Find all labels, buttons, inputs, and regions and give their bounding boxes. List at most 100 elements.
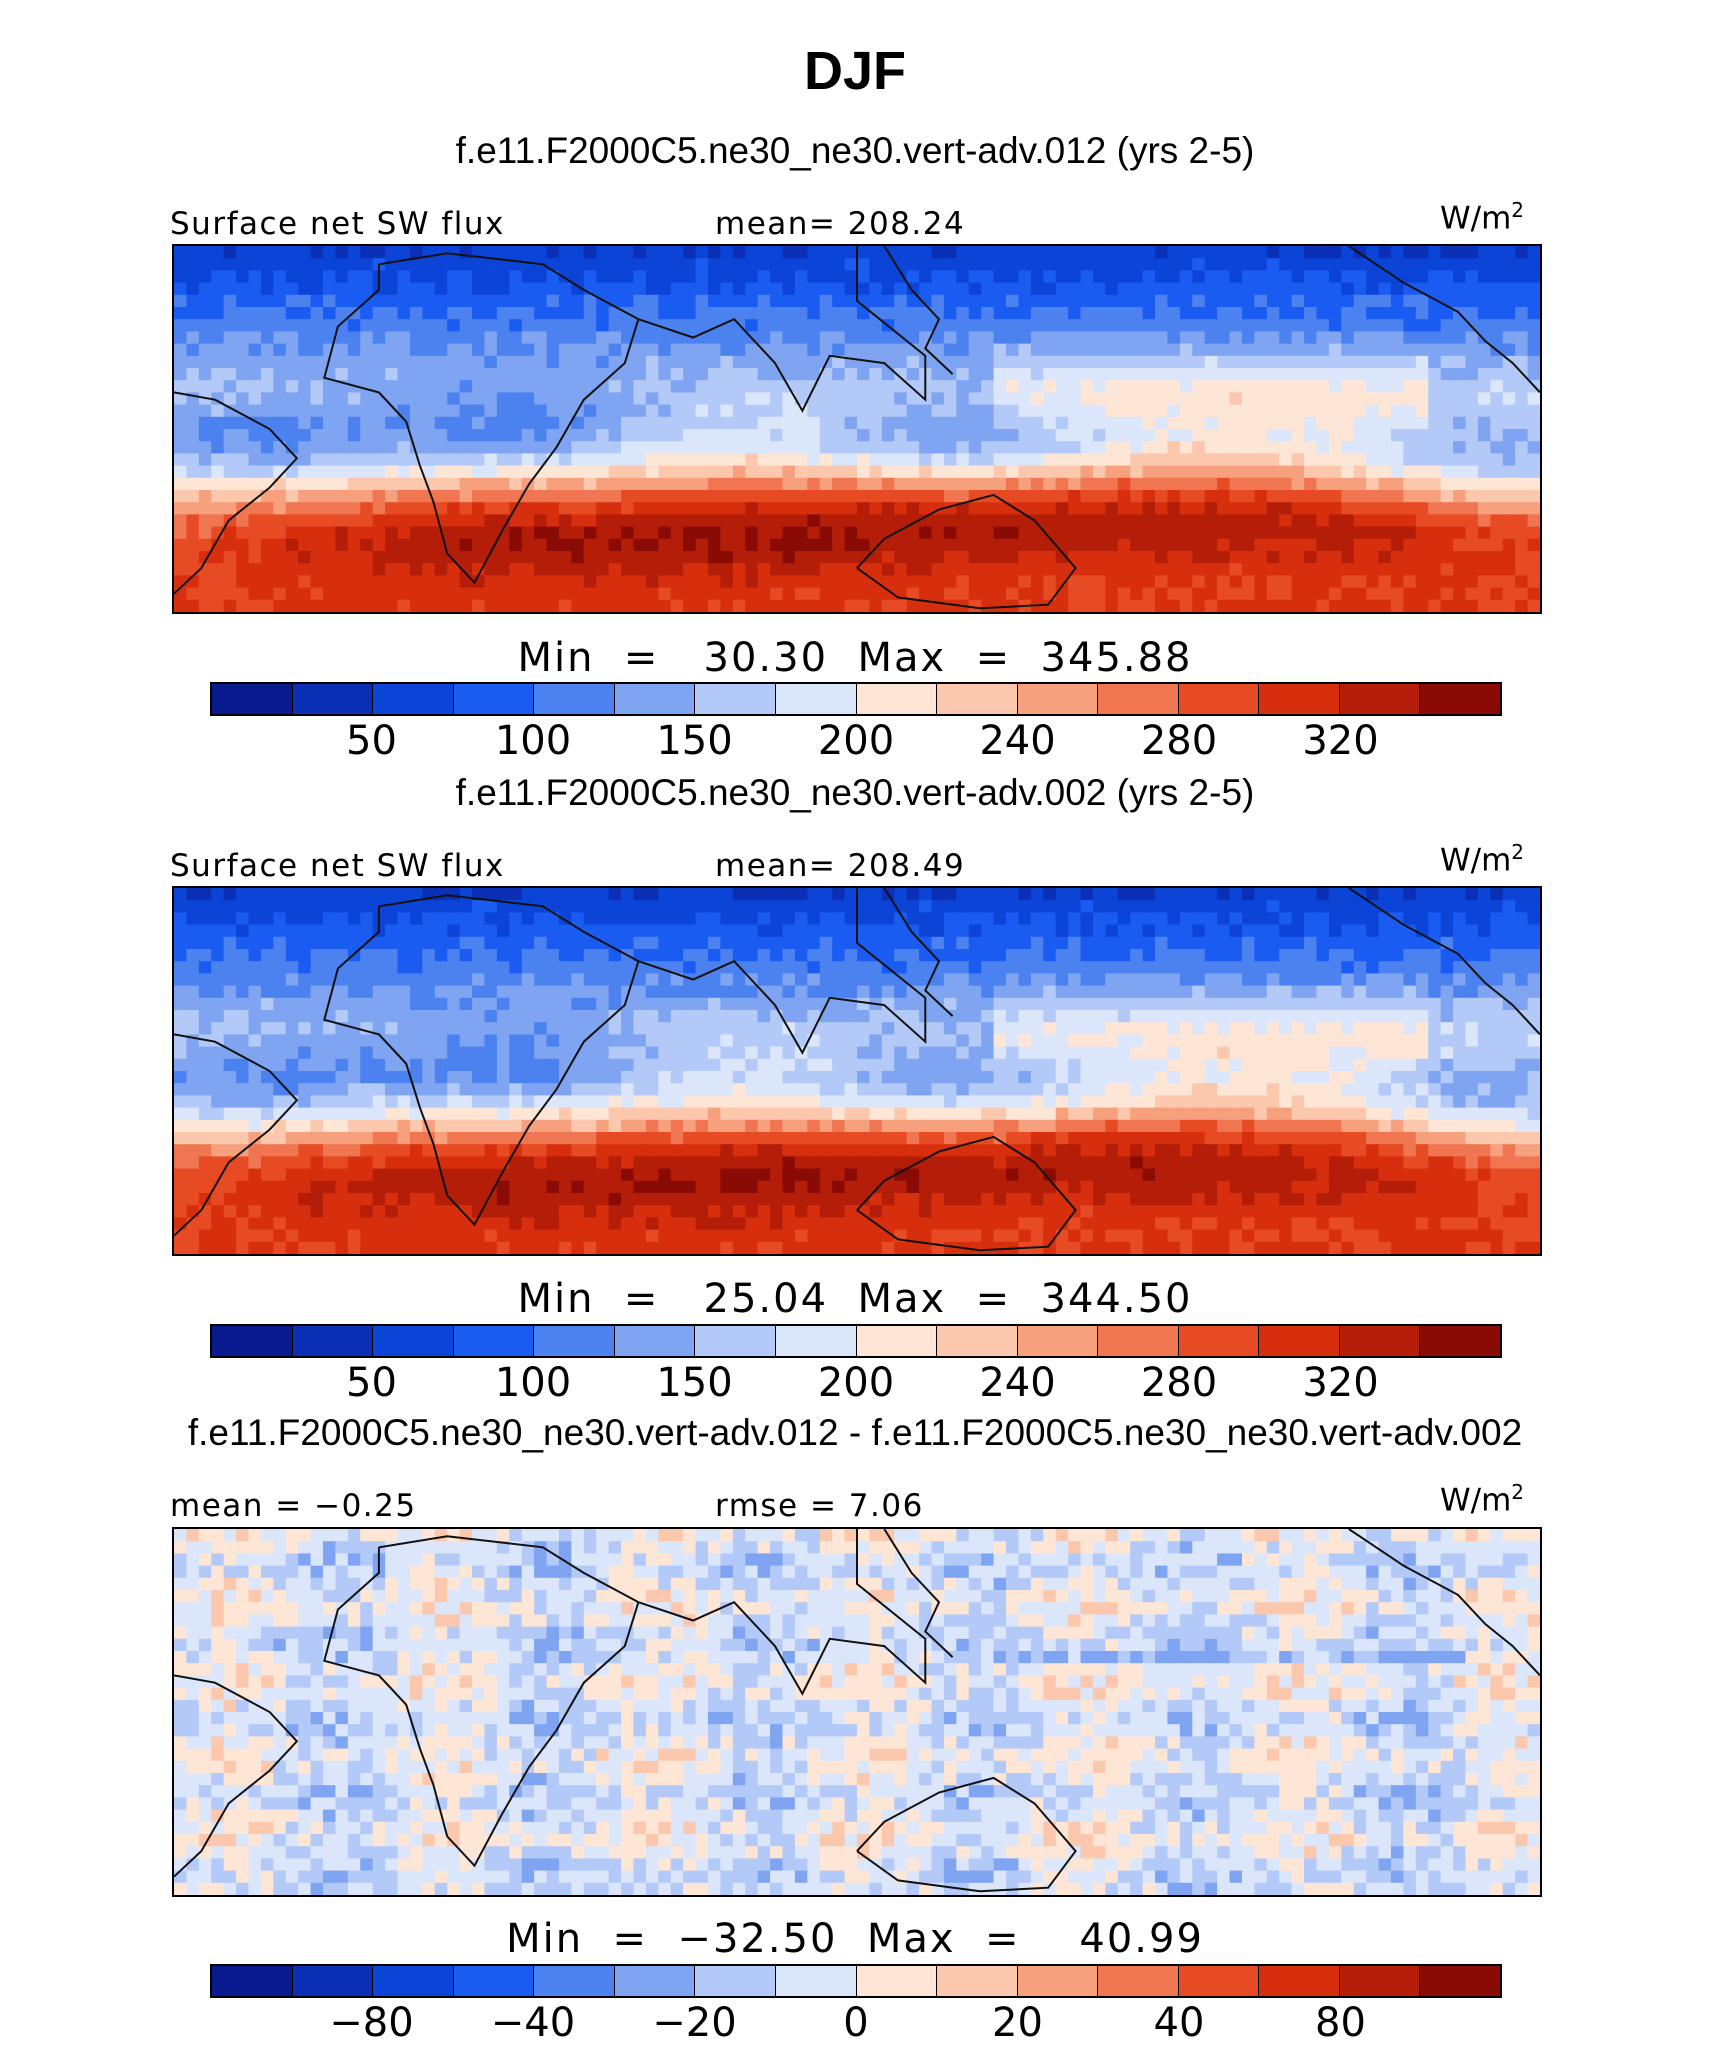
map-cell bbox=[1428, 997, 1442, 1011]
map-cell bbox=[484, 429, 498, 442]
map-cell bbox=[1291, 490, 1305, 503]
map-cell bbox=[447, 997, 461, 1011]
map-cell bbox=[807, 441, 821, 454]
map-cell bbox=[558, 502, 572, 515]
map-cell bbox=[1080, 936, 1094, 950]
map-cell bbox=[956, 477, 970, 491]
map-cell bbox=[658, 587, 672, 601]
map-cell bbox=[844, 587, 858, 601]
map-cell bbox=[409, 502, 423, 515]
map-cell bbox=[472, 270, 486, 284]
map-cell bbox=[1130, 429, 1144, 442]
map-cell bbox=[1266, 587, 1280, 601]
map-cell bbox=[1217, 441, 1231, 454]
map-cell bbox=[1006, 246, 1020, 259]
map-cell bbox=[347, 563, 361, 576]
map-cell bbox=[770, 307, 784, 320]
map-cell bbox=[459, 294, 473, 308]
map-cell bbox=[1353, 924, 1367, 938]
map-cell bbox=[956, 490, 970, 503]
map-cell bbox=[1043, 307, 1057, 320]
map-cell bbox=[1043, 1022, 1057, 1035]
map-cell bbox=[273, 924, 287, 938]
map-cell bbox=[236, 429, 250, 442]
map-cell bbox=[273, 949, 287, 962]
map-cell bbox=[236, 973, 250, 987]
map-cell bbox=[571, 997, 585, 1011]
map-cell bbox=[1130, 490, 1144, 503]
map-cell bbox=[881, 599, 895, 612]
map-cell bbox=[1155, 282, 1169, 296]
map-cell bbox=[360, 514, 374, 528]
map-cell bbox=[894, 949, 908, 962]
map-cell bbox=[1092, 343, 1106, 357]
map-cell bbox=[1092, 392, 1106, 406]
map-cell bbox=[459, 380, 473, 393]
map-cell bbox=[931, 453, 945, 467]
map-cell bbox=[298, 587, 312, 601]
map-cell bbox=[745, 343, 759, 357]
map-cell bbox=[1192, 380, 1206, 393]
map-cell bbox=[596, 563, 610, 576]
map-cell bbox=[1328, 526, 1342, 540]
map-cell bbox=[335, 949, 349, 962]
map-cell bbox=[558, 961, 572, 974]
map-cell bbox=[1316, 465, 1330, 479]
map-cell bbox=[1117, 973, 1131, 987]
map-cell bbox=[894, 526, 908, 540]
map-cell bbox=[571, 490, 585, 503]
map-cell bbox=[409, 465, 423, 479]
map-cell bbox=[260, 961, 274, 974]
map-cell bbox=[1142, 538, 1156, 552]
map-cell bbox=[347, 936, 361, 950]
map-cell bbox=[894, 599, 908, 612]
map-cell bbox=[807, 575, 821, 589]
map-cell bbox=[596, 453, 610, 467]
map-cell bbox=[422, 380, 436, 393]
map-cell bbox=[1477, 1046, 1491, 1060]
map-cell bbox=[1428, 563, 1442, 576]
map-cell bbox=[236, 575, 250, 589]
map-cell bbox=[633, 587, 647, 601]
map-cell bbox=[1167, 924, 1181, 938]
map-cell bbox=[658, 514, 672, 528]
map-cell bbox=[1477, 270, 1491, 284]
map-cell bbox=[1080, 270, 1094, 284]
map-cell bbox=[1055, 1022, 1069, 1035]
map-cell bbox=[1328, 924, 1342, 938]
map-cell bbox=[931, 282, 945, 296]
map-cell bbox=[285, 538, 299, 552]
map-cell bbox=[1155, 502, 1169, 515]
map-cell bbox=[447, 924, 461, 938]
map-cell bbox=[658, 380, 672, 393]
map-cell bbox=[1142, 551, 1156, 564]
map-cell bbox=[1068, 246, 1082, 259]
map-cell bbox=[683, 1058, 697, 1072]
map-cell bbox=[1155, 355, 1169, 369]
map-cell bbox=[1167, 900, 1181, 913]
map-cell bbox=[1117, 1046, 1131, 1060]
map-cell bbox=[720, 538, 734, 552]
map-cell bbox=[1378, 282, 1392, 296]
map-cell bbox=[857, 924, 871, 938]
map-cell bbox=[1068, 307, 1082, 320]
map-cell bbox=[298, 441, 312, 454]
map-cell bbox=[1415, 294, 1429, 308]
map-cell bbox=[1105, 1010, 1119, 1023]
map-cell bbox=[956, 331, 970, 345]
map-cell bbox=[1241, 453, 1255, 467]
map-cell bbox=[1366, 514, 1380, 528]
map-cell bbox=[409, 1058, 423, 1072]
map-cell bbox=[1291, 307, 1305, 320]
map-cell bbox=[1502, 477, 1516, 491]
map-cell bbox=[1279, 477, 1293, 491]
map-cell bbox=[819, 331, 833, 345]
map-cell bbox=[1502, 307, 1516, 320]
map-cell bbox=[1006, 997, 1020, 1011]
map-cell bbox=[857, 1058, 871, 1072]
map-cell bbox=[1341, 924, 1355, 938]
map-cell bbox=[509, 1010, 523, 1023]
map-cell bbox=[1502, 368, 1516, 381]
map-cell bbox=[546, 246, 560, 259]
map-cell bbox=[1179, 1034, 1193, 1048]
